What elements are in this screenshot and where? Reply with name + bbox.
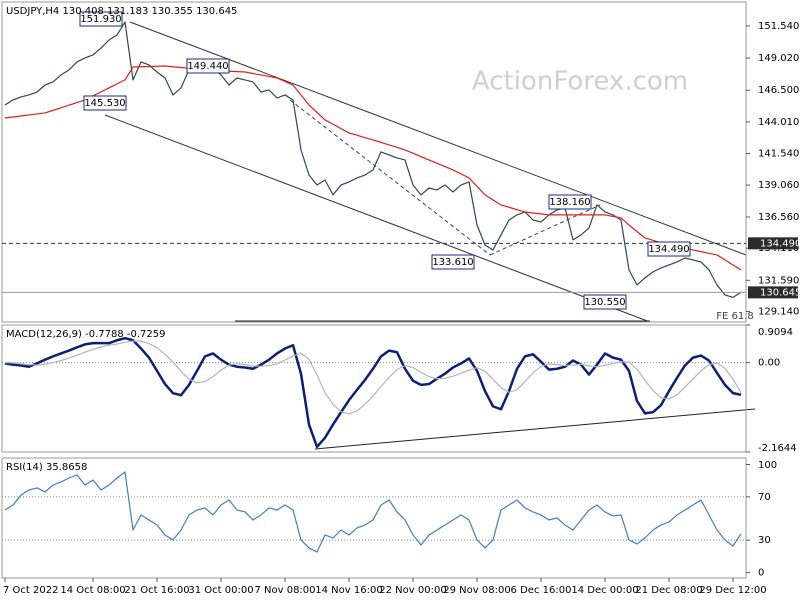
annotation-box — [83, 95, 127, 111]
series-line — [4, 336, 742, 449]
x-tick-label: 7 Oct 2022 — [3, 585, 58, 596]
y-tick-label: -2.1644 — [758, 443, 797, 454]
annotation-box — [431, 254, 475, 270]
channel-top — [129, 21, 747, 256]
series-line — [4, 21, 742, 298]
x-tick-label: 7 Nov 08:00 — [254, 585, 315, 596]
y-tick-label: 0.00 — [758, 358, 780, 369]
level-label-box — [748, 286, 798, 299]
y-tick-label: 100 — [758, 460, 777, 471]
y-tick-label: 136.560 — [758, 212, 799, 223]
projection-line — [289, 99, 491, 256]
x-tick-label: 14 Nov 16:00 — [315, 585, 382, 596]
x-tick-label: 31 Oct 00:00 — [188, 585, 253, 596]
watermark: ActionForex.com — [472, 67, 688, 97]
panel-frame — [1, 324, 747, 453]
annotation: 149.440 — [187, 61, 228, 72]
annotation: 145.530 — [84, 98, 125, 109]
panel-title: USDJPY,H4 130.408 131.183 130.355 130.64… — [6, 6, 237, 17]
y-tick-label: 70 — [758, 492, 771, 503]
y-tick-label: 139.060 — [758, 180, 799, 191]
y-tick-label: 30 — [758, 535, 771, 546]
annotation: 130.550 — [584, 297, 625, 308]
series-line — [4, 340, 742, 415]
x-tick-label: 14 Oct 08:00 — [60, 585, 125, 596]
y-tick-label: 0.9094 — [758, 327, 793, 338]
annotation: FE 61.8 — [716, 311, 754, 322]
x-tick-label: 29 Nov 08:00 — [443, 585, 510, 596]
x-tick-label: 21 Oct 16:00 — [124, 585, 189, 596]
y-tick-label: 0 — [758, 568, 764, 579]
annotation: 134.490 — [648, 244, 689, 255]
y-tick-label: 144.010 — [758, 117, 799, 128]
x-tick-label: 29 Dec 12:00 — [699, 585, 766, 596]
annotation-box — [186, 58, 230, 74]
panel-title: MACD(12,26,9) -0.7788 -0.7259 — [6, 329, 166, 340]
panel-title: RSI(14) 35.8658 — [6, 462, 87, 473]
series-line — [4, 471, 742, 553]
series-line — [4, 65, 742, 271]
x-tick-label: 14 Dec 00:00 — [571, 585, 638, 596]
annotation: 133.610 — [432, 257, 473, 268]
level-label-box — [748, 237, 798, 250]
panel-frame — [1, 1, 747, 323]
y-tick-label: 146.500 — [758, 85, 799, 96]
panel-frame — [1, 457, 747, 579]
x-tick-label: 21 Dec 08:00 — [635, 585, 702, 596]
y-tick-label: 149.020 — [758, 53, 799, 64]
y-tick-label: 131.590 — [758, 275, 799, 286]
y-tick-label: 151.540 — [758, 21, 799, 32]
y-tick-label: 141.540 — [758, 148, 799, 159]
macd-trendline — [314, 408, 756, 450]
channel-bottom — [104, 114, 651, 323]
annotation-box — [583, 294, 627, 310]
level-label: 134.490 — [760, 238, 800, 249]
x-tick-label: 6 Dec 16:00 — [511, 585, 572, 596]
annotation-box — [647, 241, 691, 257]
x-tick-label: 22 Nov 00:00 — [379, 585, 446, 596]
annotation: 151.930 — [80, 14, 121, 25]
annotation: 138.160 — [549, 197, 590, 208]
annotation-box — [548, 194, 592, 210]
level-label: 130.645 — [760, 287, 800, 298]
annotation-box — [79, 11, 123, 27]
projection-line — [489, 204, 601, 256]
y-tick-label: 129.140 — [758, 307, 799, 318]
